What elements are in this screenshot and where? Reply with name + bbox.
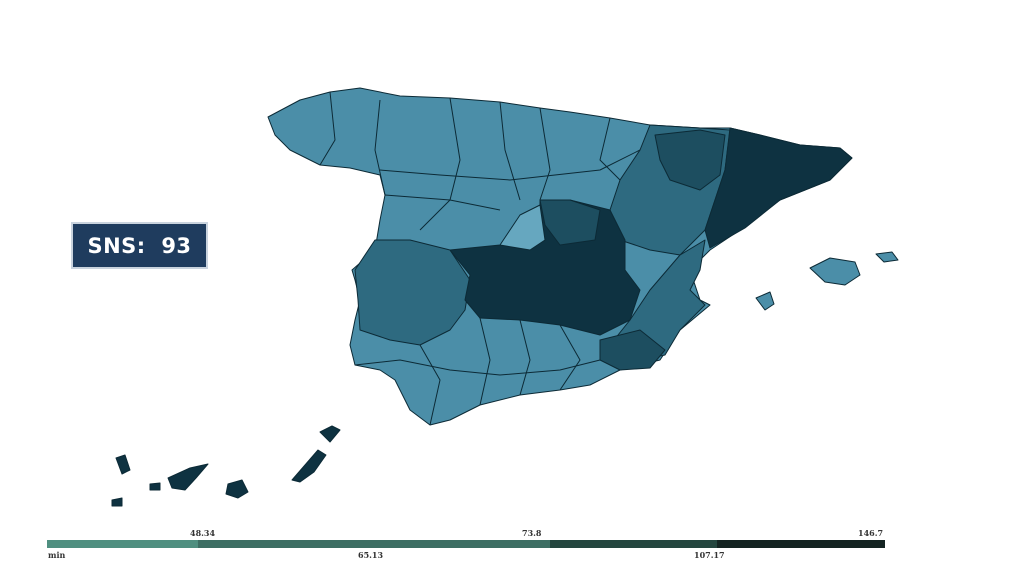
legend-bin — [197, 540, 550, 548]
legend-bottom-label: min — [48, 550, 66, 560]
color-scale-legend — [47, 540, 885, 548]
region-canary-west — [115, 454, 131, 475]
badge-label: SNS: — [87, 233, 146, 258]
legend-top-label: 146.7 — [858, 528, 884, 538]
region-tenerife — [167, 463, 209, 491]
sns-value-badge: SNS: 93 — [71, 222, 208, 269]
legend-bin — [47, 540, 198, 548]
legend-bin — [717, 540, 885, 548]
region-huesca — [654, 129, 726, 191]
region-extremadura — [354, 239, 471, 346]
region-segovia — [499, 204, 546, 251]
region-fuerteventura — [291, 449, 327, 483]
region-ibiza — [755, 291, 775, 311]
legend-bottom-label: 65.13 — [358, 550, 384, 560]
region-lanzarote — [319, 425, 341, 443]
region-gomera — [149, 482, 161, 491]
province-borders — [319, 91, 641, 426]
region-catalonia — [704, 127, 853, 249]
legend-bin — [549, 540, 718, 548]
region-valencia — [609, 239, 706, 361]
region-guadalajara — [539, 199, 601, 246]
badge-value: 93 — [161, 233, 192, 258]
region-menorca — [875, 251, 899, 263]
legend-bottom-label: 107.17 — [694, 550, 725, 560]
region-gran-canaria — [225, 479, 249, 499]
region-mallorca — [809, 257, 861, 286]
legend-top-label: 48.34 — [190, 528, 216, 538]
region-hierro — [111, 497, 123, 507]
legend-top-label: 73.8 — [522, 528, 542, 538]
